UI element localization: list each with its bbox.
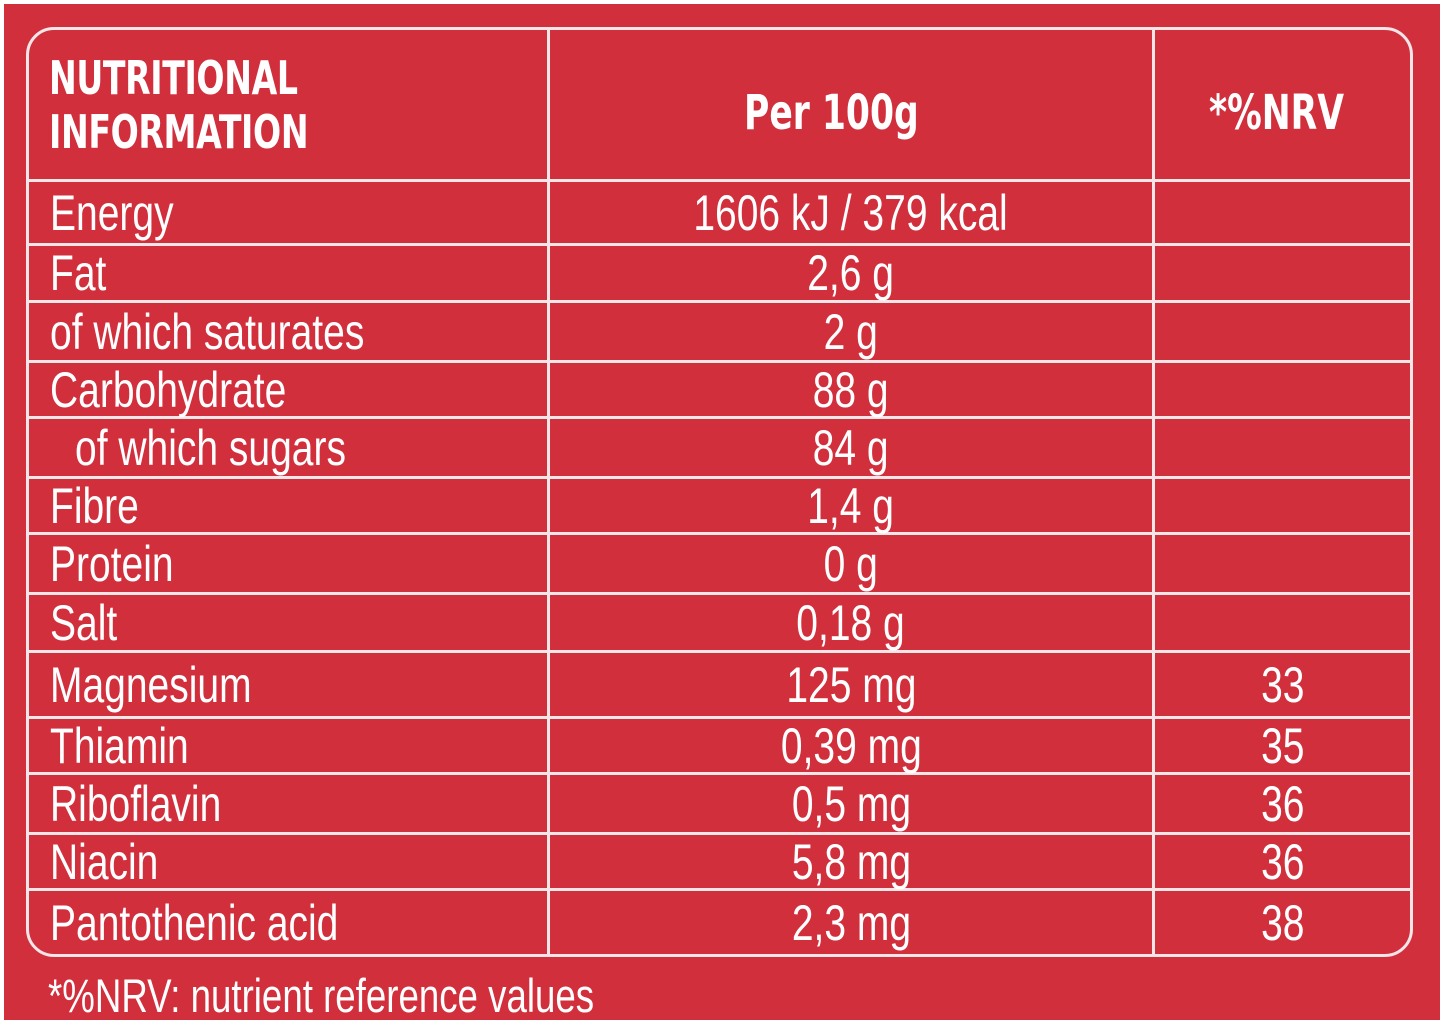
header-title: NUTRITIONAL INFORMATION <box>49 30 517 179</box>
table-row: Niacin 5,8 mg 36 <box>29 833 1410 891</box>
table-body: Energy 1606 kJ / 379 kcal Fat 2,6 g of w… <box>29 182 1410 954</box>
nutrient-value: 2,6 g <box>807 245 895 301</box>
nutrient-nrv: 33 <box>1260 656 1305 713</box>
table-row: Riboflavin 0,5 mg 36 <box>29 775 1410 835</box>
nutrient-nrv: 38 <box>1260 894 1305 951</box>
nutrient-nrv: 36 <box>1260 775 1305 832</box>
nutrient-name: Riboflavin <box>50 775 222 832</box>
nutrient-value: 2,3 mg <box>791 894 911 951</box>
nutrient-name: Niacin <box>50 833 159 890</box>
nutrient-value: 1,4 g <box>807 477 895 534</box>
table-header: NUTRITIONAL INFORMATION Per 100g *%NRV <box>29 30 1410 182</box>
nutrient-value: 0,39 mg <box>780 717 922 774</box>
nutrient-value: 84 g <box>813 419 889 476</box>
table-row: Magnesium 125 mg 33 <box>29 653 1410 719</box>
table-row: of which saturates 2 g <box>29 303 1410 363</box>
header-title-line1: NUTRITIONAL <box>49 50 298 105</box>
header-per-100g: Per 100g <box>744 85 919 141</box>
table-row: Pantothenic acid 2,3 mg 38 <box>29 891 1410 954</box>
nutrient-name: Salt <box>50 594 118 651</box>
nutrient-nrv: 35 <box>1260 717 1305 774</box>
nutrient-name: Fibre <box>50 477 139 534</box>
table-row: Protein 0 g <box>29 535 1410 595</box>
nutrient-name: Protein <box>50 535 174 592</box>
header-title-line2: INFORMATION <box>49 104 309 159</box>
nutrition-label: NUTRITIONAL INFORMATION Per 100g *%NRV E… <box>4 4 1440 1022</box>
nutrient-name: Pantothenic acid <box>50 894 339 951</box>
footnote: *%NRV: nutrient reference values <box>48 966 748 1024</box>
header-nrv: *%NRV <box>1209 85 1344 141</box>
nutrient-value: 88 g <box>813 361 889 418</box>
nutrient-value: 125 mg <box>785 656 917 713</box>
table-row: Thiamin 0,39 mg 35 <box>29 717 1410 775</box>
table-row: Fibre 1,4 g <box>29 477 1410 535</box>
nutrient-value: 0 g <box>823 535 879 592</box>
table-row: Salt 0,18 g <box>29 595 1410 653</box>
nutrient-value: 1606 kJ / 379 kcal <box>693 184 1009 241</box>
nutrient-name: of which sugars <box>75 419 346 476</box>
nutrient-value: 2 g <box>823 303 879 360</box>
nutrient-nrv: 36 <box>1260 833 1305 890</box>
table-row: Carbohydrate 88 g <box>29 361 1410 419</box>
column-divider <box>1152 30 1155 954</box>
nutrient-name: Thiamin <box>50 717 189 774</box>
table-row: of which sugars 84 g <box>29 419 1410 479</box>
footnote-text: *%NRV: nutrient reference values <box>48 968 595 1022</box>
nutrition-table: NUTRITIONAL INFORMATION Per 100g *%NRV E… <box>26 27 1413 957</box>
nutrient-value: 5,8 mg <box>791 833 911 890</box>
nutrient-name: Magnesium <box>50 656 252 713</box>
table-row: Energy 1606 kJ / 379 kcal <box>29 182 1410 246</box>
nutrient-value: 0,18 g <box>796 594 906 651</box>
column-divider <box>547 30 550 954</box>
nutrient-name: Fat <box>50 245 107 301</box>
nutrient-name: of which saturates <box>50 303 365 360</box>
nutrient-value: 0,5 mg <box>791 775 911 832</box>
table-row: Fat 2,6 g <box>29 245 1410 303</box>
nutrient-name: Carbohydrate <box>50 361 287 418</box>
nutrient-name: Energy <box>50 184 174 241</box>
